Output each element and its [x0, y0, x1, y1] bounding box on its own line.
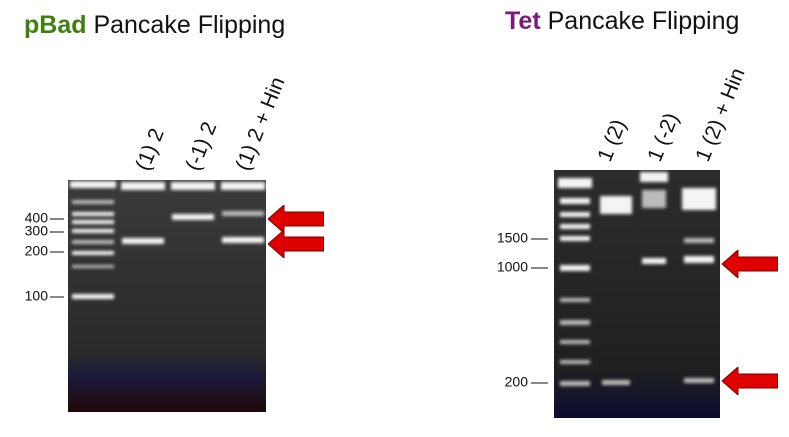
title-emphasis: pBad [24, 11, 87, 39]
right-title: Tet Pancake Flipping [505, 7, 739, 35]
marker-label: 300 [25, 223, 49, 239]
arrow [268, 230, 324, 258]
lane-label: 1 (2) [593, 116, 631, 165]
marker-label: 200 [505, 374, 529, 390]
right-gel [554, 170, 720, 418]
title-rest: Pancake Flipping [548, 7, 740, 35]
arrow [268, 205, 324, 233]
lane-label: 1 (2) + Hin [691, 65, 749, 165]
title-rest: Pancake Flipping [93, 11, 285, 39]
arrow [722, 367, 778, 395]
marker-label: 400 [25, 210, 49, 226]
marker-label: 1000 [497, 259, 528, 275]
marker-label: 100 [25, 288, 49, 304]
lane-label: (1) 2 [131, 125, 169, 174]
marker-label: 200 [25, 243, 49, 259]
lane-label: 1 (-2) [643, 110, 683, 165]
marker-label: 1500 [497, 230, 528, 246]
title-emphasis: Tet [505, 7, 541, 35]
lane-label: (1) 2 + Hin [231, 74, 289, 174]
left-title: pBad Pancake Flipping [24, 11, 285, 39]
arrow [722, 250, 778, 278]
left-gel [68, 180, 266, 412]
lane-label: (-1) 2 [181, 119, 221, 174]
left-markers: 400 300 200 100 [25, 210, 64, 304]
right-markers: 1500 1000 200 [497, 230, 548, 390]
